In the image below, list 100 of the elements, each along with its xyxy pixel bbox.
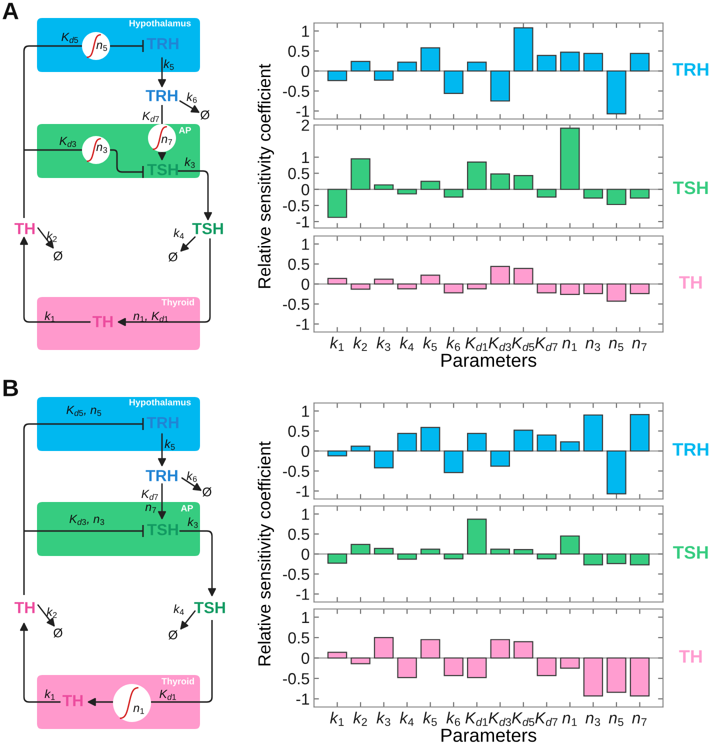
text: K$_{d3}$	[60, 136, 76, 147]
y-tick-label: -0.5	[283, 200, 310, 212]
text: Ø	[168, 252, 178, 262]
text: k$_{6}$	[186, 471, 197, 482]
text: n$_{3}$	[96, 144, 108, 153]
x-tick-label: n$_{1}$	[562, 340, 577, 351]
text: A	[2, 2, 18, 20]
text: k$_{6}$	[186, 92, 197, 103]
text: Ø	[168, 630, 178, 640]
x-tick-label: K$_{d5}$	[512, 337, 534, 352]
y-tick-label: -1	[296, 216, 310, 228]
text: K$_{d5}$	[62, 32, 78, 43]
y-tick-label: 0	[302, 184, 310, 196]
y-axis-title: Relative sensitivity coefficient	[258, 441, 274, 666]
text: K$_{d7}$	[142, 490, 158, 500]
x-tick-label: k$_{6}$	[446, 336, 460, 351]
y-tick-label: 0.5	[288, 632, 310, 644]
series-label: TSH	[673, 546, 708, 559]
y-tick-label: 0	[302, 446, 310, 457]
x-tick-label: k$_{6}$	[446, 712, 460, 726]
y-tick-label: 2	[302, 120, 310, 131]
y-tick-label: 1	[302, 238, 310, 250]
x-tick-label: k$_{5}$	[423, 336, 437, 351]
x-tick-label: K$_{d5}$	[512, 712, 534, 726]
x-tick-label: k$_{2}$	[353, 336, 367, 351]
x-tick-label: n$_{3}$	[586, 340, 600, 352]
text: Ø	[54, 251, 62, 261]
text: n$_{7}$	[145, 504, 156, 513]
y-tick-label: 0	[302, 66, 310, 77]
series-label: TH	[679, 276, 702, 289]
y-tick-label: 1	[302, 508, 310, 520]
text: TSH	[192, 222, 223, 234]
y-tick-label: -0.5	[283, 673, 310, 684]
y-tick-label: 1	[302, 406, 310, 417]
x-tick-label: k$_{5}$	[423, 712, 437, 726]
text: K$_{d3}$, n$_{3}$	[70, 514, 104, 525]
y-tick-label: 0	[302, 652, 310, 664]
x-tick-label: K$_{d7}$	[535, 712, 558, 726]
text: AP	[180, 505, 193, 512]
y-tick-label: 1	[302, 612, 310, 623]
text: n$_{1}$	[133, 706, 144, 714]
text: k$_{3}$	[184, 157, 195, 168]
x-tick-label: k$_{4}$	[400, 712, 414, 726]
series-label: TH	[679, 650, 702, 663]
text: k$_{5}$	[164, 439, 175, 450]
text: TRH	[146, 90, 178, 102]
text: K$_{d5}$, n$_{5}$	[66, 406, 102, 416]
series-label: TRH	[672, 443, 708, 456]
text: B	[4, 380, 18, 396]
x-axis-title: Parameters	[442, 728, 536, 742]
text: TH	[14, 602, 35, 614]
x-tick-label: k$_{1}$	[330, 336, 344, 351]
x-tick-label: k$_{3}$	[376, 712, 390, 726]
y-tick-label: 0.5	[288, 528, 310, 540]
y-tick-label: 0	[302, 548, 310, 560]
text: k$_{5}$	[164, 59, 174, 70]
x-tick-label: k$_{2}$	[353, 712, 367, 726]
y-axis-title: Relative sensitivity coefficient	[258, 64, 274, 288]
x-tick-label: k$_{4}$	[400, 336, 414, 351]
text: TSH	[194, 602, 225, 614]
text: n$_{1}$, K$_{d1}$	[133, 312, 168, 322]
y-tick-label: -1	[296, 318, 310, 330]
text: K$_{d1}$	[160, 690, 176, 700]
x-tick-label: n$_{1}$	[562, 714, 577, 726]
x-tick-label: n$_{7}$	[632, 714, 647, 726]
text: AP	[178, 127, 191, 134]
y-tick-label: -0.5	[283, 298, 310, 310]
y-tick-label: -1	[296, 106, 310, 117]
text: TRH	[146, 470, 178, 482]
y-tick-label: 0	[302, 278, 310, 290]
x-tick-label: n$_{7}$	[632, 340, 647, 351]
text: n$_{5}$	[96, 42, 108, 51]
series-label: TRH	[672, 63, 708, 76]
text: k$_{2}$	[46, 607, 57, 618]
x-tick-label: K$_{d7}$	[535, 337, 558, 352]
text: k$_{2}$	[46, 231, 57, 242]
x-tick-label: K$_{d1}$	[465, 712, 488, 726]
y-tick-label: 1	[302, 26, 310, 37]
x-tick-label: n$_{5}$	[608, 340, 624, 352]
text: Thyroid	[162, 298, 194, 308]
x-tick-label: K$_{d1}$	[465, 337, 488, 352]
series-label: TSH	[673, 181, 708, 194]
y-tick-label: -1	[296, 486, 310, 497]
x-tick-label: n$_{3}$	[586, 714, 600, 726]
text: K$_{d7}$	[142, 112, 159, 122]
y-tick-label: 0.5	[288, 258, 310, 270]
y-tick-label: -1	[296, 588, 310, 600]
text: Ø	[202, 487, 212, 497]
y-tick-label: 0.5	[288, 426, 310, 437]
text: TH	[62, 695, 83, 706]
text: k$_{1}$	[44, 689, 55, 700]
text: TH	[92, 316, 113, 328]
text: Hypothalamus	[130, 20, 191, 28]
x-axis-title: Parameters	[442, 354, 536, 367]
x-tick-label: k$_{3}$	[376, 336, 390, 351]
y-tick-label: 0.5	[288, 168, 310, 180]
text: k$_{4}$	[174, 604, 184, 615]
y-tick-label: -1	[296, 694, 310, 705]
text: TSH	[147, 164, 178, 176]
text: k$_{1}$	[44, 311, 55, 322]
